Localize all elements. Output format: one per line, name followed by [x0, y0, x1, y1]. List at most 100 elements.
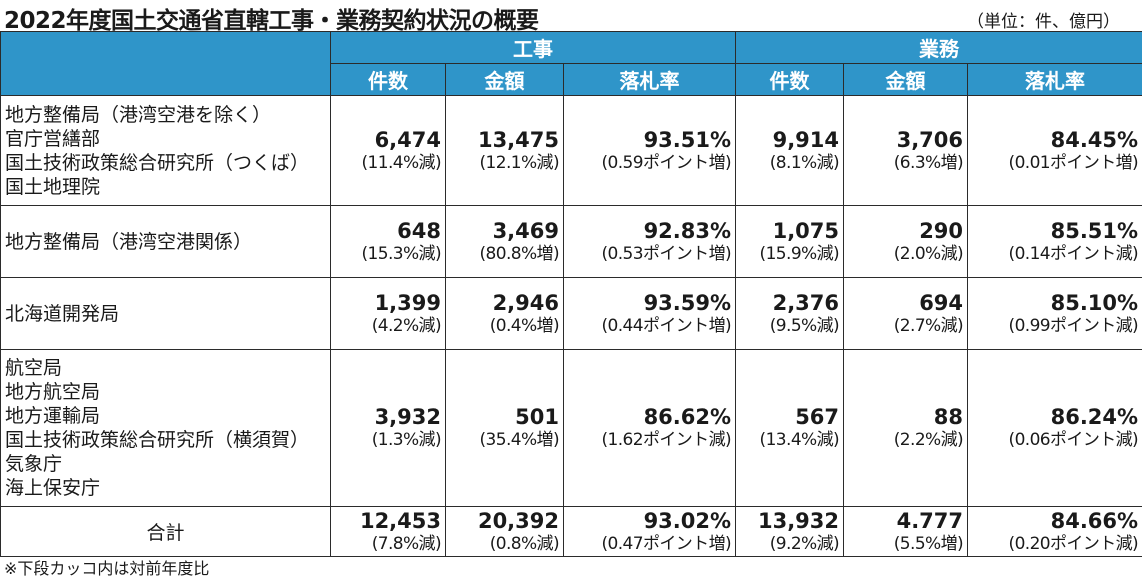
page-title: 2022年度国土交通省直轄工事・業務契約状況の概要 — [4, 1, 539, 35]
change: (9.5%減) — [736, 315, 839, 337]
construction-amount-cell: 501(35.4%増) — [446, 350, 564, 507]
change: (0.47ポイント増) — [564, 533, 731, 555]
value: 9,914 — [736, 128, 839, 152]
header-corner — [1, 32, 331, 96]
change: (0.99ポイント減) — [968, 315, 1138, 337]
change: (1.3%減) — [331, 429, 441, 451]
construction-amount-cell: 2,946(0.4%増) — [446, 278, 564, 350]
value: 92.83% — [564, 219, 731, 243]
org-cell: 地方整備局（港湾空港を除く） 官庁営繕部 国土技術政策総合研究所（つくば） 国土… — [1, 96, 331, 206]
construction-rate-cell: 92.83%(0.53ポイント増) — [564, 206, 736, 278]
value: 3,469 — [446, 219, 559, 243]
change: (35.4%増) — [446, 429, 559, 451]
change: (8.1%減) — [736, 152, 839, 174]
table-row: 北海道開発局 1,399(4.2%減) 2,946(0.4%増) 93.59%(… — [1, 278, 1142, 350]
org-name: 海上保安庁 — [5, 476, 330, 500]
change: (0.14ポイント減) — [968, 243, 1138, 265]
construction-count-cell: 1,399(4.2%減) — [331, 278, 446, 350]
services-rate-cell: 86.24%(0.06ポイント減) — [968, 350, 1142, 507]
change: (2.7%減) — [844, 315, 963, 337]
change: (15.9%減) — [736, 243, 839, 265]
construction-rate-cell: 86.62%(1.62ポイント減) — [564, 350, 736, 507]
org-name: 北海道開発局 — [5, 302, 330, 326]
value: 88 — [844, 405, 963, 429]
org-cell: 北海道開発局 — [1, 278, 331, 350]
services-amount-cell: 4.777(5.5%増) — [844, 507, 968, 557]
value: 20,392 — [446, 509, 559, 533]
col-header-construction-amount: 金額 — [446, 64, 564, 96]
construction-rate-cell: 93.59%(0.44ポイント増) — [564, 278, 736, 350]
value: 12,453 — [331, 509, 441, 533]
change: (0.59ポイント増) — [564, 152, 731, 174]
group-header-services: 業務 — [736, 32, 1142, 64]
construction-count-cell: 3,932(1.3%減) — [331, 350, 446, 507]
change: (4.2%減) — [331, 315, 441, 337]
group-header-construction: 工事 — [331, 32, 736, 64]
org-name: 国土技術政策総合研究所（つくば） — [5, 151, 330, 175]
change: (9.2%減) — [736, 533, 839, 555]
services-amount-cell: 290(2.0%減) — [844, 206, 968, 278]
construction-count-cell: 12,453(7.8%減) — [331, 507, 446, 557]
value: 3,706 — [844, 128, 963, 152]
value: 93.59% — [564, 291, 731, 315]
org-name: 地方整備局（港湾空港関係） — [5, 230, 330, 254]
construction-count-cell: 648(15.3%減) — [331, 206, 446, 278]
value: 86.24% — [968, 405, 1138, 429]
value: 648 — [331, 219, 441, 243]
value: 694 — [844, 291, 963, 315]
construction-rate-cell: 93.02%(0.47ポイント増) — [564, 507, 736, 557]
org-name: 航空局 — [5, 356, 330, 380]
change: (2.2%減) — [844, 429, 963, 451]
col-header-construction-count: 件数 — [331, 64, 446, 96]
unit-label: （単位：件、億円） — [967, 7, 1120, 32]
value: 567 — [736, 405, 839, 429]
col-header-services-rate: 落札率 — [968, 64, 1142, 96]
change: (5.5%増) — [844, 533, 963, 555]
table-row: 航空局 地方航空局 地方運輸局 国土技術政策総合研究所（横須賀） 気象庁 海上保… — [1, 350, 1142, 507]
construction-amount-cell: 20,392(0.8%減) — [446, 507, 564, 557]
change: (0.44ポイント増) — [564, 315, 731, 337]
value: 501 — [446, 405, 559, 429]
change: (13.4%減) — [736, 429, 839, 451]
change: (11.4%減) — [331, 152, 441, 174]
change: (0.20ポイント減) — [968, 533, 1138, 555]
col-header-services-count: 件数 — [736, 64, 844, 96]
change: (0.53ポイント増) — [564, 243, 731, 265]
table-row: 地方整備局（港湾空港関係） 648(15.3%減) 3,469(80.8%増) … — [1, 206, 1142, 278]
construction-count-cell: 6,474(11.4%減) — [331, 96, 446, 206]
services-rate-cell: 85.51%(0.14ポイント減) — [968, 206, 1142, 278]
change: (7.8%減) — [331, 533, 441, 555]
value: 2,376 — [736, 291, 839, 315]
services-count-cell: 13,932(9.2%減) — [736, 507, 844, 557]
org-name: 地方整備局（港湾空港を除く） — [5, 103, 330, 127]
construction-rate-cell: 93.51%(0.59ポイント増) — [564, 96, 736, 206]
services-count-cell: 567(13.4%減) — [736, 350, 844, 507]
value: 13,932 — [736, 509, 839, 533]
services-count-cell: 9,914(8.1%減) — [736, 96, 844, 206]
change: (6.3%増) — [844, 152, 963, 174]
construction-amount-cell: 3,469(80.8%増) — [446, 206, 564, 278]
change: (12.1%減) — [446, 152, 559, 174]
value: 13,475 — [446, 128, 559, 152]
org-cell: 航空局 地方航空局 地方運輸局 国土技術政策総合研究所（横須賀） 気象庁 海上保… — [1, 350, 331, 507]
construction-amount-cell: 13,475(12.1%減) — [446, 96, 564, 206]
change: (15.3%減) — [331, 243, 441, 265]
services-count-cell: 2,376(9.5%減) — [736, 278, 844, 350]
org-name: 地方航空局 — [5, 380, 330, 404]
value: 86.62% — [564, 405, 731, 429]
value: 93.51% — [564, 128, 731, 152]
change: (0.8%減) — [446, 533, 559, 555]
value: 85.51% — [968, 219, 1138, 243]
services-amount-cell: 694(2.7%減) — [844, 278, 968, 350]
org-cell: 地方整備局（港湾空港関係） — [1, 206, 331, 278]
value: 93.02% — [564, 509, 731, 533]
footnote: ※下段カッコ内は対前年度比 — [4, 555, 209, 579]
org-name: 官庁営繕部 — [5, 127, 330, 151]
value: 84.45% — [968, 128, 1138, 152]
value: 84.66% — [968, 509, 1138, 533]
change: (1.62ポイント減) — [564, 429, 731, 451]
value: 85.10% — [968, 291, 1138, 315]
org-name: 国土技術政策総合研究所（横須賀） — [5, 428, 330, 452]
value: 4.777 — [844, 509, 963, 533]
table-row: 地方整備局（港湾空港を除く） 官庁営繕部 国土技術政策総合研究所（つくば） 国土… — [1, 96, 1142, 206]
